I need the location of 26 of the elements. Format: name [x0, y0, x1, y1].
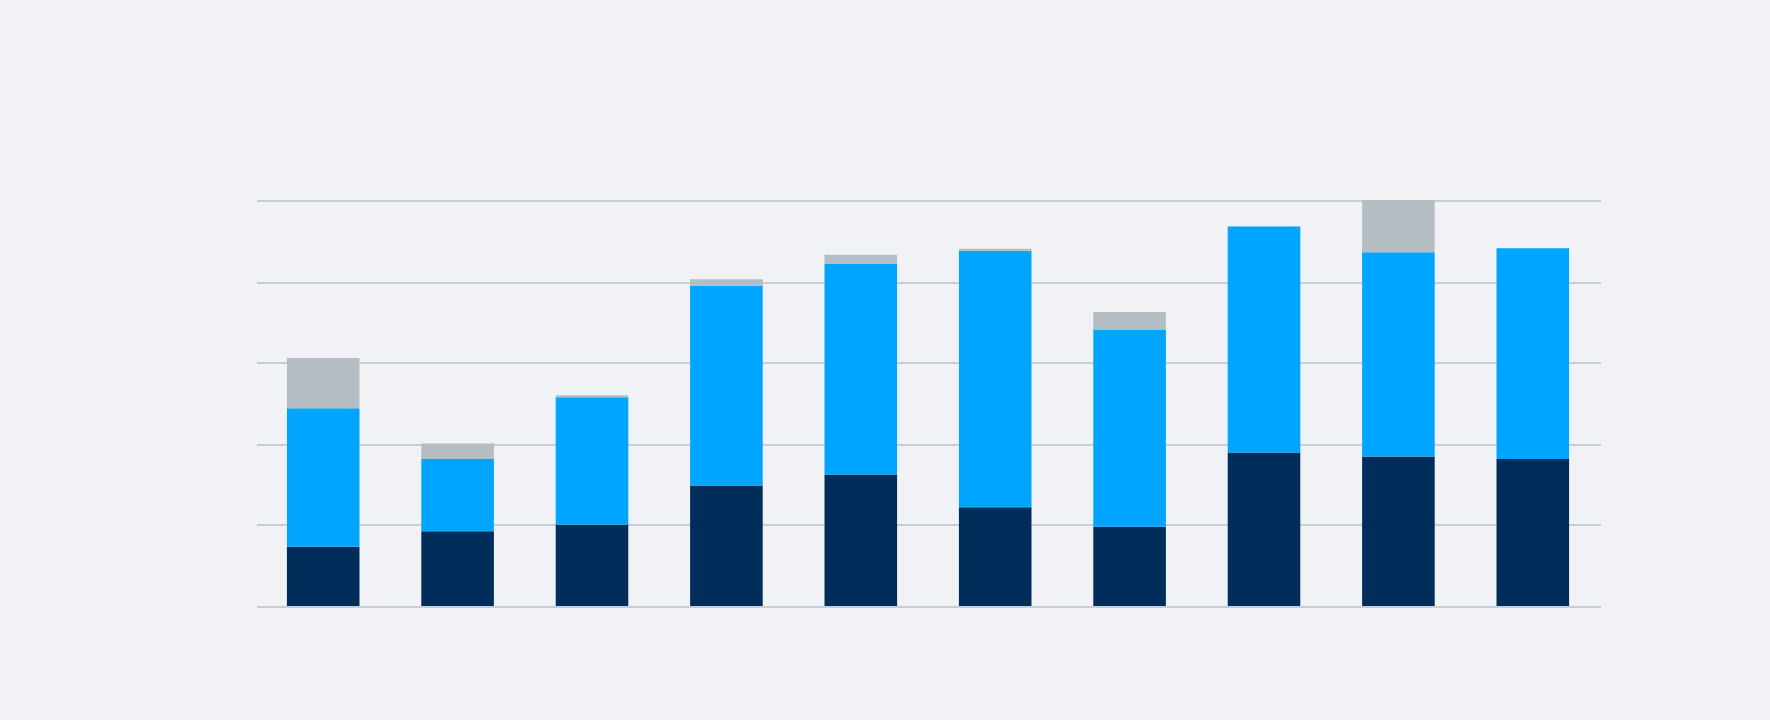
bar — [824, 474, 898, 606]
bar — [1093, 526, 1166, 606]
bar — [690, 485, 763, 606]
bar — [1362, 252, 1435, 457]
bar — [555, 524, 629, 606]
bar — [958, 250, 1032, 508]
bar — [555, 397, 629, 525]
bar — [1496, 248, 1570, 460]
bar — [958, 507, 1032, 606]
bar — [421, 459, 494, 532]
bar — [1093, 329, 1166, 527]
bar — [286, 546, 360, 606]
bar — [286, 357, 360, 409]
bar — [421, 531, 494, 606]
bar — [1227, 452, 1301, 606]
bar — [1227, 226, 1301, 453]
bar — [1496, 459, 1570, 606]
bar — [1093, 312, 1166, 330]
bar — [690, 285, 763, 486]
bar — [824, 254, 898, 264]
bar — [690, 279, 763, 286]
bar — [421, 443, 494, 460]
bar — [1362, 200, 1435, 253]
bar — [286, 408, 360, 547]
bar — [824, 263, 898, 475]
bar — [1362, 456, 1435, 606]
